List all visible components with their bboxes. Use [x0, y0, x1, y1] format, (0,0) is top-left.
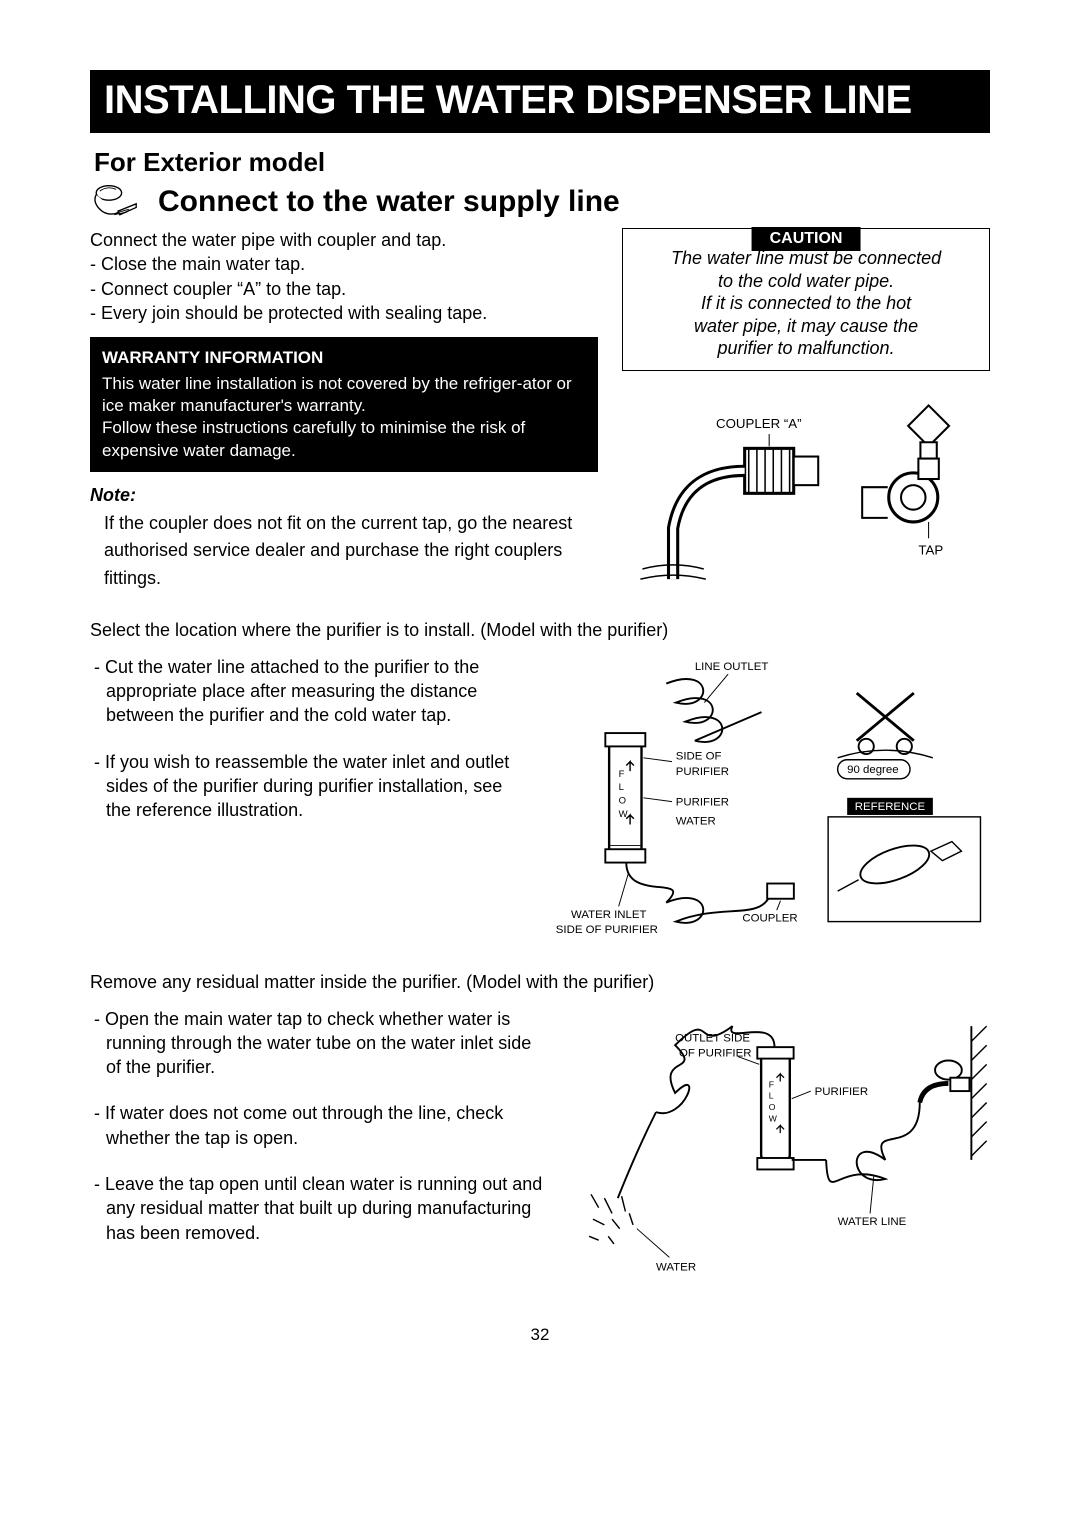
label-water-inlet: WATER INLET [571, 909, 646, 921]
label-90-degree: 90 degree [847, 764, 898, 776]
section2-cols: Cut the water line attached to the purif… [90, 655, 990, 946]
intro-left: Connect the water pipe with coupler and … [90, 228, 598, 594]
note-block: Note: If the coupler does not fit on the… [90, 482, 598, 594]
warranty-body: Follow these instructions carefully to m… [102, 417, 586, 461]
label-water2: WATER [656, 1261, 696, 1273]
section2-diagram-col: F L O W LINE OUTLET SIDE OF PURIFIER PUR… [552, 655, 990, 946]
svg-text:O: O [768, 1102, 775, 1112]
intro-step: Close the main water tap. [90, 252, 598, 276]
flow-letter: O [619, 795, 626, 806]
label-outlet-side: OUTLET SIDE [675, 1032, 750, 1044]
flow-letter: L [619, 782, 624, 793]
note-body: If the coupler does not fit on the curre… [104, 510, 598, 594]
coupler-tap-diagram: COUPLER “A” TAP [622, 385, 990, 589]
connect-subheading: Connect to the water supply line [158, 185, 620, 219]
label-purifier2: PURIFIER [676, 796, 729, 808]
section3-lead: Remove any residual matter inside the pu… [90, 972, 990, 993]
label-reference: REFERENCE [855, 801, 926, 813]
section2-lead: Select the location where the purifier i… [90, 620, 990, 641]
section3-cols: Open the main water tap to check whether… [90, 1007, 990, 1289]
intro-step: Every join should be protected with seal… [90, 301, 598, 325]
label-coupler-a: COUPLER “A” [716, 415, 802, 430]
warranty-info-box: WARRANTY INFORMATION This water line ins… [90, 337, 598, 471]
section3-item: Open the main water tap to check whether… [90, 1007, 546, 1080]
section3-diagram-col: F L O W OUT [570, 1007, 990, 1289]
purifier-flush-diagram: F L O W OUT [570, 1007, 990, 1284]
label-water-line: WATER LINE [837, 1215, 906, 1227]
section2-item: Cut the water line attached to the purif… [90, 655, 528, 728]
flow-letter: F [619, 769, 625, 780]
intro-steps: Close the main water tap. Connect couple… [90, 252, 598, 325]
purifier-line-diagram: F L O W LINE OUTLET SIDE OF PURIFIER PUR… [552, 655, 990, 941]
label-water: WATER [676, 815, 716, 827]
intro-right: CAUTION The water line must be connected… [622, 228, 990, 594]
caution-text: If it is connected to the hot [629, 292, 983, 315]
svg-text:L: L [768, 1090, 773, 1100]
section3-left: Open the main water tap to check whether… [90, 1007, 546, 1289]
label-side-of-purifier2: SIDE OF PURIFIER [556, 924, 658, 936]
warranty-body: This water line installation is not cove… [102, 373, 586, 417]
pointing-hand-icon [90, 182, 146, 222]
caution-text: water pipe, it may cause the [629, 315, 983, 338]
label-purifier3: PURIFIER [814, 1085, 867, 1097]
connect-heading-row: Connect to the water supply line [90, 182, 990, 222]
label-coupler: COUPLER [742, 912, 797, 924]
svg-text:W: W [768, 1113, 777, 1123]
section-select-location: Select the location where the purifier i… [90, 620, 990, 946]
section2-left: Cut the water line attached to the purif… [90, 655, 528, 946]
label-line-outlet: LINE OUTLET [695, 661, 769, 673]
section3-item: Leave the tap open until clean water is … [90, 1172, 546, 1245]
section-remove-residual: Remove any residual matter inside the pu… [90, 972, 990, 1289]
label-tap: TAP [918, 542, 943, 557]
page-title-bar: INSTALLING THE WATER DISPENSER LINE [90, 70, 990, 133]
svg-text:F: F [768, 1079, 773, 1089]
manual-page: INSTALLING THE WATER DISPENSER LINE For … [90, 70, 990, 1345]
model-subheading: For Exterior model [94, 147, 990, 178]
section2-item: If you wish to reassemble the water inle… [90, 750, 528, 823]
caution-text: purifier to malfunction. [629, 337, 983, 360]
warranty-title: WARRANTY INFORMATION [102, 347, 586, 369]
intro-line: Connect the water pipe with coupler and … [90, 228, 598, 252]
section3-item: If water does not come out through the l… [90, 1101, 546, 1150]
label-side-of: SIDE OF [676, 751, 722, 763]
caution-text: to the cold water pipe. [629, 270, 983, 293]
page-number: 32 [90, 1325, 990, 1345]
intro-columns: Connect the water pipe with coupler and … [90, 228, 990, 594]
intro-step: Connect coupler “A” to the tap. [90, 277, 598, 301]
label-purifier1: PURIFIER [676, 766, 729, 778]
note-label: Note: [90, 482, 598, 510]
caution-tab: CAUTION [752, 227, 861, 251]
caution-box: CAUTION The water line must be connected… [622, 228, 990, 371]
